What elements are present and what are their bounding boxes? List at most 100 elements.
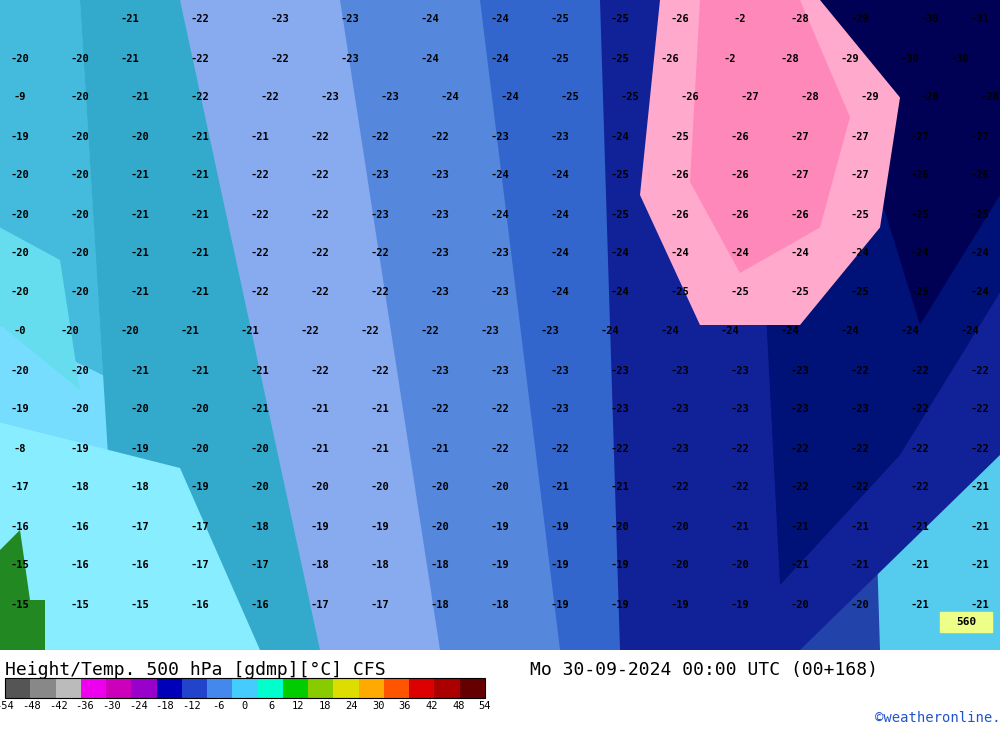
Polygon shape xyxy=(0,600,45,650)
Bar xyxy=(157,678,182,698)
Text: -25: -25 xyxy=(911,210,929,219)
Text: -15: -15 xyxy=(131,600,149,610)
Text: -20: -20 xyxy=(71,92,89,103)
Text: -23: -23 xyxy=(611,405,629,414)
Text: -22: -22 xyxy=(371,248,389,259)
Text: -20: -20 xyxy=(491,482,509,493)
Text: -24: -24 xyxy=(971,248,989,259)
Text: -26: -26 xyxy=(911,171,929,180)
Text: -22: -22 xyxy=(491,443,509,454)
Text: -22: -22 xyxy=(311,131,329,141)
Text: -22: -22 xyxy=(431,131,449,141)
Bar xyxy=(106,678,131,698)
Text: -22: -22 xyxy=(911,443,929,454)
Text: -19: -19 xyxy=(491,561,509,570)
Text: -22: -22 xyxy=(361,326,379,336)
Text: -19: -19 xyxy=(551,600,569,610)
Bar xyxy=(384,678,409,698)
Text: -21: -21 xyxy=(911,521,929,531)
Text: -25: -25 xyxy=(731,287,749,298)
Text: -23: -23 xyxy=(791,366,809,375)
Polygon shape xyxy=(690,0,850,273)
Text: -24: -24 xyxy=(611,287,629,298)
Text: 42: 42 xyxy=(425,701,438,711)
Text: -23: -23 xyxy=(671,366,689,375)
Text: -21: -21 xyxy=(131,287,149,298)
Text: -20: -20 xyxy=(251,443,269,454)
Bar xyxy=(940,612,992,632)
Text: -22: -22 xyxy=(911,366,929,375)
Text: -22: -22 xyxy=(191,54,209,64)
Text: -22: -22 xyxy=(971,443,989,454)
Text: -24: -24 xyxy=(611,248,629,259)
Text: -19: -19 xyxy=(11,405,29,414)
Text: -24: -24 xyxy=(601,326,619,336)
Text: -17: -17 xyxy=(191,561,209,570)
Polygon shape xyxy=(750,0,1000,585)
Text: -20: -20 xyxy=(431,482,449,493)
Text: -27: -27 xyxy=(791,131,809,141)
Text: -21: -21 xyxy=(191,171,209,180)
Text: -22: -22 xyxy=(371,366,389,375)
Text: -30: -30 xyxy=(901,54,919,64)
Text: -27: -27 xyxy=(851,131,869,141)
Text: -20: -20 xyxy=(11,54,29,64)
Bar xyxy=(81,678,106,698)
Text: -16: -16 xyxy=(251,600,269,610)
Text: -20: -20 xyxy=(71,54,89,64)
Text: -21: -21 xyxy=(181,326,199,336)
Text: -24: -24 xyxy=(791,248,809,259)
Text: -21: -21 xyxy=(311,443,329,454)
Text: -24: -24 xyxy=(961,326,979,336)
Text: -21: -21 xyxy=(191,287,209,298)
Text: -20: -20 xyxy=(371,482,389,493)
Text: -20: -20 xyxy=(11,366,29,375)
Text: -22: -22 xyxy=(191,15,209,24)
Text: -29: -29 xyxy=(861,92,879,103)
Text: -21: -21 xyxy=(121,15,139,24)
Text: -20: -20 xyxy=(11,248,29,259)
Text: -25: -25 xyxy=(791,287,809,298)
Text: 48: 48 xyxy=(452,701,465,711)
Text: -26: -26 xyxy=(971,171,989,180)
Text: -22: -22 xyxy=(311,287,329,298)
Text: -15: -15 xyxy=(11,600,29,610)
Text: -20: -20 xyxy=(71,366,89,375)
Text: -20: -20 xyxy=(611,521,629,531)
Text: -18: -18 xyxy=(131,482,149,493)
Text: -29: -29 xyxy=(841,54,859,64)
Text: -23: -23 xyxy=(551,366,569,375)
Text: -21: -21 xyxy=(131,248,149,259)
Text: -20: -20 xyxy=(311,482,329,493)
Text: -19: -19 xyxy=(611,561,629,570)
Text: -24: -24 xyxy=(551,248,569,259)
Text: -22: -22 xyxy=(261,92,279,103)
Text: -21: -21 xyxy=(191,366,209,375)
Bar xyxy=(56,678,81,698)
Text: -22: -22 xyxy=(191,92,209,103)
Text: -23: -23 xyxy=(551,405,569,414)
Text: -6: -6 xyxy=(212,701,225,711)
Text: -22: -22 xyxy=(491,405,509,414)
Text: -22: -22 xyxy=(551,443,569,454)
Text: -18: -18 xyxy=(491,600,509,610)
Bar xyxy=(182,678,207,698)
Text: -20: -20 xyxy=(71,131,89,141)
Text: -23: -23 xyxy=(431,171,449,180)
Text: -22: -22 xyxy=(671,482,689,493)
Text: -20: -20 xyxy=(251,482,269,493)
Text: -19: -19 xyxy=(191,482,209,493)
Text: -26: -26 xyxy=(681,92,699,103)
Text: -24: -24 xyxy=(971,287,989,298)
Bar xyxy=(308,678,333,698)
Text: -25: -25 xyxy=(611,54,629,64)
Text: -24: -24 xyxy=(501,92,519,103)
Text: -21: -21 xyxy=(131,92,149,103)
Text: -26: -26 xyxy=(671,15,689,24)
Text: -26: -26 xyxy=(791,210,809,219)
Text: 6: 6 xyxy=(269,701,275,711)
Text: -24: -24 xyxy=(551,171,569,180)
Text: -22: -22 xyxy=(731,482,749,493)
Text: -17: -17 xyxy=(371,600,389,610)
Text: -21: -21 xyxy=(131,210,149,219)
